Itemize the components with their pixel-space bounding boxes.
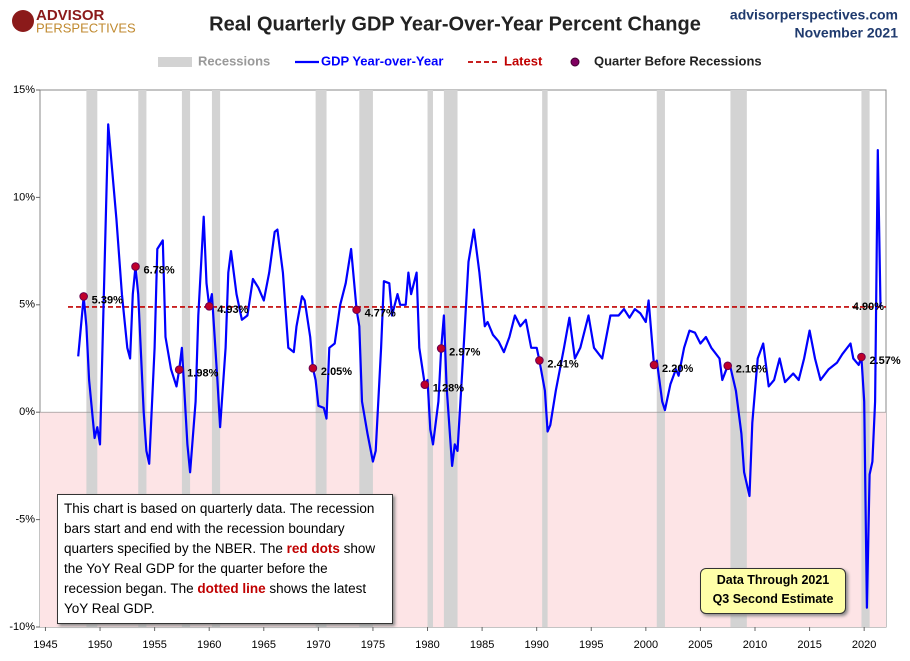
recession-dot [174, 365, 184, 374]
x-tick-label: 1995 [579, 639, 603, 651]
data-through-line: Q3 Second Estimate [712, 592, 834, 606]
recession-bar [861, 90, 870, 627]
dot-label: 4.93% [217, 304, 248, 316]
x-tick-label: 1985 [470, 639, 494, 651]
x-tick-label: 1950 [88, 639, 112, 651]
dot-label: 1.98% [187, 368, 218, 380]
recession-dot [420, 380, 430, 390]
x-tick-label: 1965 [252, 639, 276, 651]
x-tick-label: 1960 [197, 639, 221, 651]
y-tick-label: 15% [13, 84, 35, 96]
recession-bar [315, 90, 327, 627]
dot-label: 1.28% [433, 383, 464, 395]
legend-label: GDP Year-over-Year [321, 53, 443, 68]
logo-line1: ADVISOR [36, 7, 105, 24]
recession-bar [138, 90, 147, 627]
legend-label: Latest [504, 53, 543, 68]
x-tick-label: 2015 [797, 639, 821, 651]
legend-dot [570, 57, 580, 67]
note-text: show the YoY Real GDP for the quarter be… [64, 541, 376, 596]
x-tick-label: 1975 [361, 639, 385, 651]
dot-label: 2.05% [321, 366, 352, 378]
dot-label: 2.57% [869, 355, 900, 367]
recession-dot [436, 344, 446, 353]
data-through-line: Data Through 2021 [716, 573, 830, 587]
logo-line2: PERSPECTIVES [36, 20, 136, 35]
recession-bar [656, 90, 665, 627]
recession-bar [181, 90, 191, 627]
note-highlight: red dots [286, 541, 340, 556]
legend-label: Quarter Before Recessions [594, 53, 762, 68]
x-tick-label: 1945 [33, 639, 57, 651]
y-tick-label: 5% [19, 299, 35, 311]
recession-bar [86, 90, 98, 627]
y-tick-label: -10% [9, 621, 35, 633]
y-tick-label: -5% [15, 514, 35, 526]
x-tick-label: 2020 [852, 639, 876, 651]
dot-label: 6.78% [144, 264, 175, 276]
recession-dot [131, 262, 140, 271]
recession-dot [79, 292, 88, 301]
dot-label: 2.16% [736, 364, 767, 376]
gdp-line [77, 123, 882, 609]
dot-label: 2.20% [662, 363, 693, 375]
latest-label: 4.90% [853, 301, 884, 313]
note-text: shows the latest YoY Real GDP. [64, 581, 367, 616]
recession-bar [427, 90, 433, 627]
recession-bar [443, 90, 458, 627]
data-through-box: Data Through 2021 Q3 Second Estimate [700, 568, 846, 614]
recession-bar [542, 90, 548, 627]
x-tick-label: 2000 [634, 639, 658, 651]
note-highlight: dotted line [197, 581, 266, 596]
dot-label: 4.77% [365, 308, 396, 320]
recession-dot [204, 302, 214, 311]
recession-dot [857, 352, 866, 362]
y-tick-label: 10% [13, 191, 35, 203]
y-tick-label: 0% [19, 406, 35, 418]
recession-dot [649, 360, 659, 370]
source-date: November 2021 [794, 25, 898, 41]
logo-icon [12, 10, 34, 32]
dot-label: 2.41% [547, 358, 578, 370]
x-tick-label: 2010 [743, 639, 767, 651]
legend-label: Recessions [198, 53, 270, 68]
dot-label: 5.39% [92, 294, 123, 306]
recession-dot [723, 361, 733, 371]
x-tick-label: 1955 [142, 639, 166, 651]
chart-title: Real Quarterly GDP Year-Over-Year Percen… [209, 13, 701, 35]
recession-bar [359, 90, 373, 627]
recession-dot [308, 363, 318, 373]
dot-label: 2.97% [449, 346, 480, 358]
recession-dot [535, 356, 544, 365]
x-tick-label: 1980 [415, 639, 439, 651]
x-tick-label: 2005 [688, 639, 712, 651]
recession-bar [730, 90, 747, 627]
x-tick-label: 1990 [524, 639, 548, 651]
x-tick-label: 1970 [306, 639, 330, 651]
recession-dot [352, 305, 361, 315]
note-box: This chart is based on quarterly data. T… [57, 494, 393, 624]
note-text: This chart is based on quarterly data. T… [64, 501, 375, 556]
source-site: advisorperspectives.com [730, 7, 898, 23]
